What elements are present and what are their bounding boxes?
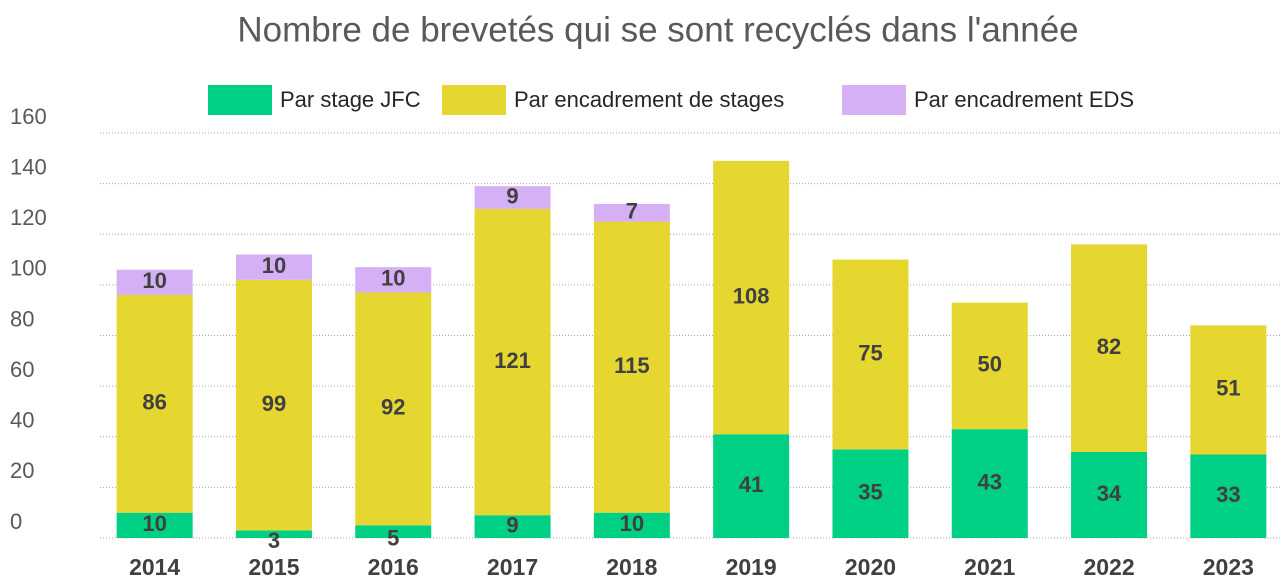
data-label: 34 xyxy=(1097,481,1122,506)
data-label: 115 xyxy=(614,353,650,378)
x-tick-label: 2022 xyxy=(1083,554,1134,580)
data-label: 92 xyxy=(381,395,405,420)
data-label: 3 xyxy=(268,528,280,553)
data-label: 50 xyxy=(978,352,1002,377)
legend-label: Par encadrement de stages xyxy=(514,87,784,112)
x-tick-label: 2016 xyxy=(368,554,419,580)
bar-segment xyxy=(1071,451,1148,538)
y-tick-label: 120 xyxy=(10,205,47,230)
bar-segment xyxy=(235,254,312,280)
data-label: 121 xyxy=(494,348,531,373)
bar-segment xyxy=(1190,325,1267,455)
bar-segment xyxy=(116,269,193,295)
bar-segment xyxy=(951,429,1028,538)
legend-label: Par encadrement EDS xyxy=(914,87,1134,112)
bar-segment xyxy=(832,259,909,450)
bar-segment xyxy=(235,530,312,538)
x-tick-label: 2018 xyxy=(606,554,657,580)
data-label: 86 xyxy=(142,390,166,415)
data-label: 75 xyxy=(858,340,882,365)
data-label: 10 xyxy=(381,266,405,291)
y-tick-label: 40 xyxy=(10,408,34,433)
x-tick-label: 2017 xyxy=(487,554,538,580)
bar-segment xyxy=(951,302,1028,430)
x-tick-label: 2015 xyxy=(248,554,299,580)
data-label: 10 xyxy=(620,511,644,536)
bar-segment xyxy=(235,279,312,531)
y-tick-label: 20 xyxy=(10,458,34,483)
data-label: 10 xyxy=(262,253,286,278)
data-label: 5 xyxy=(387,525,399,550)
bar-segment xyxy=(1071,244,1148,452)
bar-segment xyxy=(832,449,909,538)
bar-segment xyxy=(355,267,432,293)
legend-swatch xyxy=(208,85,272,115)
data-label: 7 xyxy=(626,199,638,224)
bar-segment xyxy=(593,203,670,222)
bar-segment xyxy=(593,512,670,538)
data-label: 10 xyxy=(142,268,166,293)
y-tick-label: 140 xyxy=(10,154,47,179)
bar-segment xyxy=(116,295,193,513)
data-label: 9 xyxy=(506,183,518,208)
bar-segment xyxy=(474,186,551,209)
data-label: 35 xyxy=(858,480,882,505)
y-tick-label: 160 xyxy=(10,104,47,129)
legend-swatch xyxy=(442,85,506,115)
bar-segment xyxy=(713,434,790,538)
x-tick-label: 2014 xyxy=(129,554,180,580)
chart-title: Nombre de brevetés qui se sont recyclés … xyxy=(237,10,1078,49)
y-tick-label: 80 xyxy=(10,306,34,331)
y-tick-label: 0 xyxy=(10,509,22,534)
x-tick-label: 2019 xyxy=(726,554,777,580)
bar-segment xyxy=(474,208,551,516)
bar-segment xyxy=(1190,454,1267,538)
x-tick-label: 2020 xyxy=(845,554,896,580)
data-label: 51 xyxy=(1216,376,1240,401)
x-tick-label: 2021 xyxy=(964,554,1015,580)
bar-segment xyxy=(116,512,193,538)
bar-segment xyxy=(593,221,670,513)
bar-segment xyxy=(474,515,551,538)
data-label: 10 xyxy=(142,511,166,536)
bar-segment xyxy=(355,292,432,526)
data-label: 99 xyxy=(262,391,286,416)
data-label: 9 xyxy=(506,512,518,537)
data-label: 108 xyxy=(733,283,770,308)
y-tick-label: 100 xyxy=(10,256,47,281)
x-tick-label: 2023 xyxy=(1203,554,1254,580)
bar-segment xyxy=(713,160,790,435)
legend-label: Par stage JFC xyxy=(280,87,421,112)
bar-segment xyxy=(355,525,432,538)
data-label: 33 xyxy=(1216,482,1240,507)
data-label: 41 xyxy=(739,472,763,497)
y-tick-label: 60 xyxy=(10,357,34,382)
data-label: 43 xyxy=(978,469,1002,494)
legend-swatch xyxy=(842,85,906,115)
data-label: 82 xyxy=(1097,334,1121,359)
